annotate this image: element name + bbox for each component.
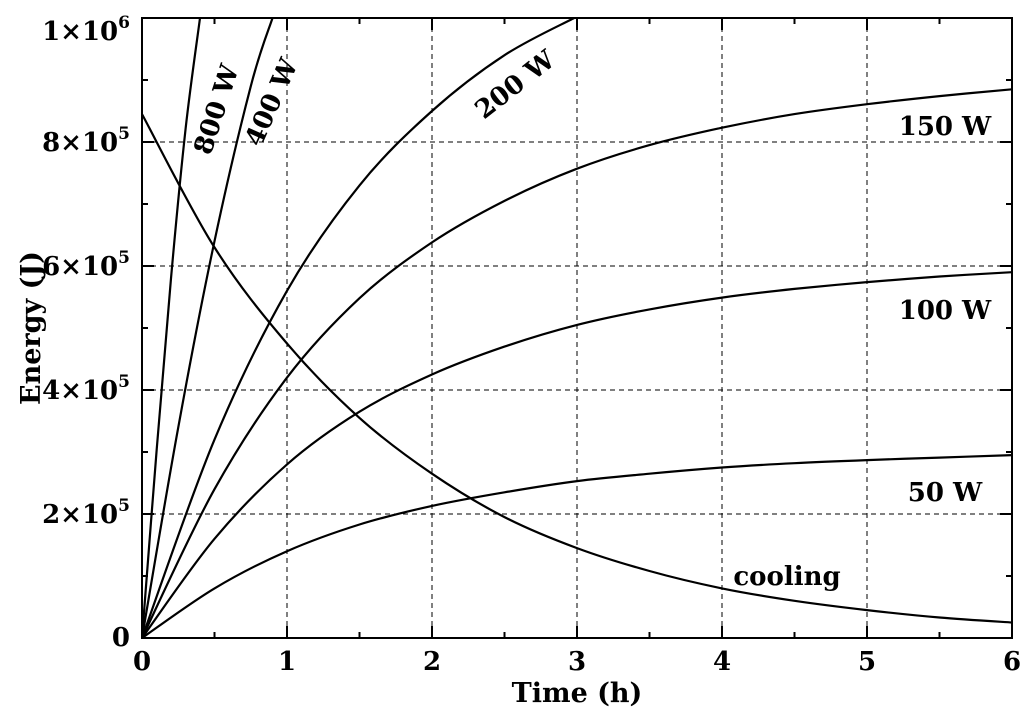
series-curves xyxy=(142,18,1012,638)
y-tick-label: 6×105 xyxy=(42,248,130,282)
x-tick-label: 2 xyxy=(423,647,441,677)
axis-ticks xyxy=(141,17,1013,639)
x-tick-label: 4 xyxy=(713,647,731,677)
x-tick-label: 3 xyxy=(568,647,586,677)
y-tick-label: 4×105 xyxy=(42,372,130,406)
series-cooling-line xyxy=(142,113,1012,624)
grid-lines xyxy=(142,18,1012,638)
y-axis-title: Energy (J) xyxy=(16,251,47,405)
x-axis-title: Time (h) xyxy=(512,678,643,707)
series-100-w-line xyxy=(142,271,1012,638)
y-tick-label: 0 xyxy=(112,623,130,653)
y-tick-label: 2×105 xyxy=(42,496,130,530)
y-tick-label: 1×106 xyxy=(42,13,130,47)
x-tick-label: 1 xyxy=(278,647,296,677)
series-400-w-line xyxy=(142,18,274,638)
series-150-w-line xyxy=(142,88,1012,638)
series-800-w-line xyxy=(142,18,202,638)
x-tick-labels: 0 1 2 3 4 5 6 xyxy=(133,647,1021,677)
label-150-w: 150 W xyxy=(899,112,992,142)
x-tick-label: 0 xyxy=(133,647,151,677)
series-50-w-line xyxy=(142,454,1012,638)
label-50-w: 50 W xyxy=(908,478,983,508)
x-tick-label: 6 xyxy=(1003,647,1021,677)
x-tick-label: 5 xyxy=(858,647,876,677)
series-200-w-line xyxy=(142,18,575,638)
label-cooling: cooling xyxy=(733,562,840,592)
label-100-w: 100 W xyxy=(899,296,992,326)
y-tick-labels: 0 2×105 4×105 6×105 8×105 1×106 xyxy=(42,13,130,653)
y-tick-label: 8×105 xyxy=(42,124,130,158)
